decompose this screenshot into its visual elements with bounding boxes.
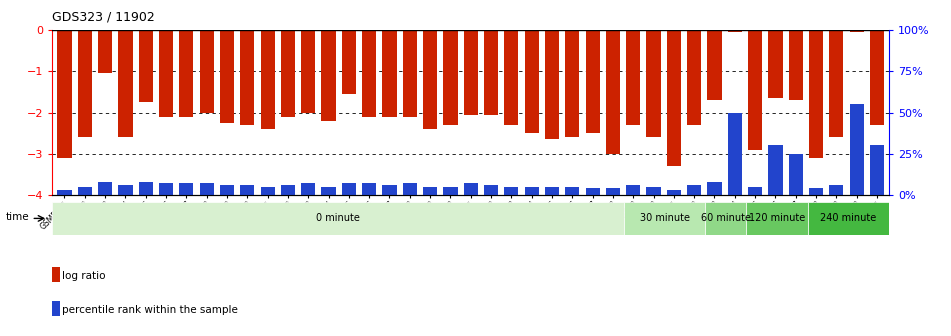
Bar	[525, 30, 539, 133]
Bar	[667, 30, 681, 166]
Bar	[565, 187, 579, 195]
Bar	[708, 182, 722, 195]
Bar	[261, 187, 275, 195]
Bar	[159, 30, 173, 117]
Bar	[139, 30, 153, 102]
Bar	[362, 183, 377, 195]
Bar	[78, 30, 92, 137]
Bar	[52, 301, 60, 316]
Bar	[281, 30, 295, 117]
Bar	[849, 30, 864, 32]
Bar	[423, 30, 437, 129]
Text: time: time	[6, 212, 29, 222]
Bar	[220, 185, 234, 195]
Bar	[624, 202, 706, 235]
Bar	[443, 30, 457, 125]
Bar	[647, 30, 661, 137]
Bar	[747, 202, 807, 235]
Bar	[362, 30, 377, 117]
Bar	[728, 113, 742, 195]
Text: GDS323 / 11902: GDS323 / 11902	[52, 10, 155, 23]
Bar	[606, 188, 620, 195]
Bar	[382, 30, 397, 117]
Bar	[748, 187, 763, 195]
Bar	[809, 30, 824, 158]
Bar	[829, 185, 844, 195]
Bar	[301, 30, 316, 113]
Text: percentile rank within the sample: percentile rank within the sample	[63, 305, 238, 315]
Bar	[687, 30, 701, 125]
Bar	[321, 30, 336, 121]
Bar	[402, 30, 417, 117]
Bar	[667, 190, 681, 195]
Text: log ratio: log ratio	[63, 271, 106, 281]
Bar	[98, 30, 112, 74]
Bar	[626, 30, 640, 125]
Bar	[768, 30, 783, 98]
Bar	[241, 185, 255, 195]
Bar	[728, 30, 742, 32]
Bar	[179, 30, 193, 117]
Bar	[341, 183, 356, 195]
Bar	[52, 267, 60, 282]
Bar	[706, 202, 747, 235]
Text: 60 minute: 60 minute	[701, 213, 751, 223]
Bar	[200, 183, 214, 195]
Bar	[525, 187, 539, 195]
Bar	[565, 30, 579, 137]
Bar	[464, 30, 477, 115]
Text: 0 minute: 0 minute	[316, 213, 360, 223]
Bar	[768, 145, 783, 195]
Bar	[220, 30, 234, 123]
Bar	[545, 187, 559, 195]
Bar	[809, 188, 824, 195]
Bar	[301, 183, 316, 195]
Bar	[626, 185, 640, 195]
Bar	[829, 30, 844, 137]
Bar	[647, 187, 661, 195]
Bar	[261, 30, 275, 129]
Bar	[57, 30, 71, 158]
Bar	[606, 30, 620, 154]
Bar	[200, 30, 214, 113]
Bar	[545, 30, 559, 139]
Bar	[139, 182, 153, 195]
Bar	[870, 30, 884, 125]
Bar	[118, 30, 132, 137]
Bar	[118, 185, 132, 195]
Text: 30 minute: 30 minute	[640, 213, 689, 223]
Bar	[341, 30, 356, 94]
Bar	[484, 185, 498, 195]
Bar	[504, 30, 518, 125]
Bar	[402, 183, 417, 195]
Bar	[807, 202, 889, 235]
Text: 120 minute: 120 minute	[748, 213, 805, 223]
Bar	[870, 145, 884, 195]
Bar	[321, 187, 336, 195]
Bar	[849, 104, 864, 195]
Bar	[788, 30, 803, 100]
Bar	[484, 30, 498, 115]
Bar	[57, 190, 71, 195]
Bar	[748, 30, 763, 150]
Bar	[98, 182, 112, 195]
Bar	[586, 188, 600, 195]
Bar	[586, 30, 600, 133]
Bar	[708, 30, 722, 100]
Bar	[159, 183, 173, 195]
Bar	[443, 187, 457, 195]
Bar	[382, 185, 397, 195]
Bar	[78, 187, 92, 195]
Bar	[423, 187, 437, 195]
Bar	[504, 187, 518, 195]
Bar	[179, 183, 193, 195]
Text: 240 minute: 240 minute	[820, 213, 877, 223]
Bar	[788, 154, 803, 195]
Bar	[281, 185, 295, 195]
Bar	[52, 202, 624, 235]
Bar	[241, 30, 255, 125]
Bar	[687, 185, 701, 195]
Bar	[464, 183, 477, 195]
